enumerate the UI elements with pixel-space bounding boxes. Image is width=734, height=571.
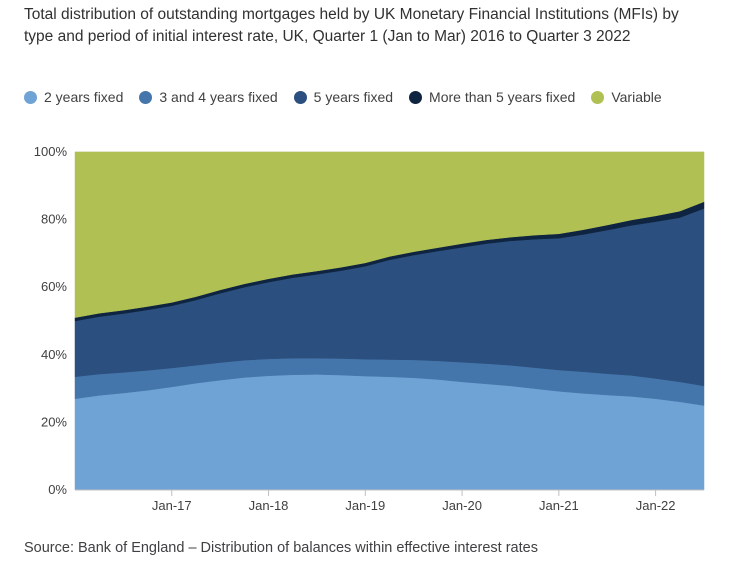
chart-areas [74, 151, 705, 491]
legend-swatch [293, 90, 307, 104]
x-tick-label: Jan-19 [345, 498, 385, 513]
legend-item: 3 and 4 years fixed [139, 89, 278, 105]
x-tick-label: Jan-21 [539, 498, 579, 513]
legend-swatch [409, 90, 423, 104]
y-tick-label: 20% [41, 414, 67, 429]
y-tick-label: 100% [34, 144, 68, 159]
legend-label: 3 and 4 years fixed [159, 89, 278, 105]
stacked-area-chart: 0% 20% 40% 60% 80% 100% Jan-17 Jan-18 Jan-19 Jan-… [34, 144, 705, 513]
legend-swatch [24, 90, 37, 104]
legend-label: More than 5 years fixed [429, 89, 576, 105]
chart-axes: 0% 20% 40% 60% 80% 100% Jan-17 Jan-18 Jan-19 Jan-… [34, 144, 704, 513]
legend-label: 2 years fixed [44, 89, 124, 105]
x-tick-label: Jan-17 [152, 498, 192, 513]
x-tick-label: Jan-18 [249, 498, 289, 513]
y-tick-label: 40% [41, 347, 67, 362]
legend-swatch [139, 90, 153, 104]
legend-swatch [591, 90, 605, 104]
chart-legend: 2 years fixed 3 and 4 years fixed 5 years … [24, 89, 678, 105]
area-series-variable [74, 151, 705, 318]
y-tick-label: 60% [41, 279, 67, 294]
x-tick-label: Jan-20 [442, 498, 482, 513]
y-tick-label: 0% [48, 482, 67, 497]
legend-item: Variable [591, 89, 662, 105]
y-tick-label: 80% [41, 212, 67, 227]
legend-item: More than 5 years fixed [409, 89, 575, 105]
legend-item: 5 years fixed [293, 89, 394, 105]
legend-item: 2 years fixed [24, 89, 123, 105]
x-tick-label: Jan-22 [636, 498, 676, 513]
chart-title: Total distribution of outstanding mortga… [24, 6, 679, 45]
legend-label: Variable [611, 89, 662, 105]
source-note: Source: Bank of England – Distribution o… [24, 540, 538, 556]
legend-label: 5 years fixed [313, 89, 394, 105]
